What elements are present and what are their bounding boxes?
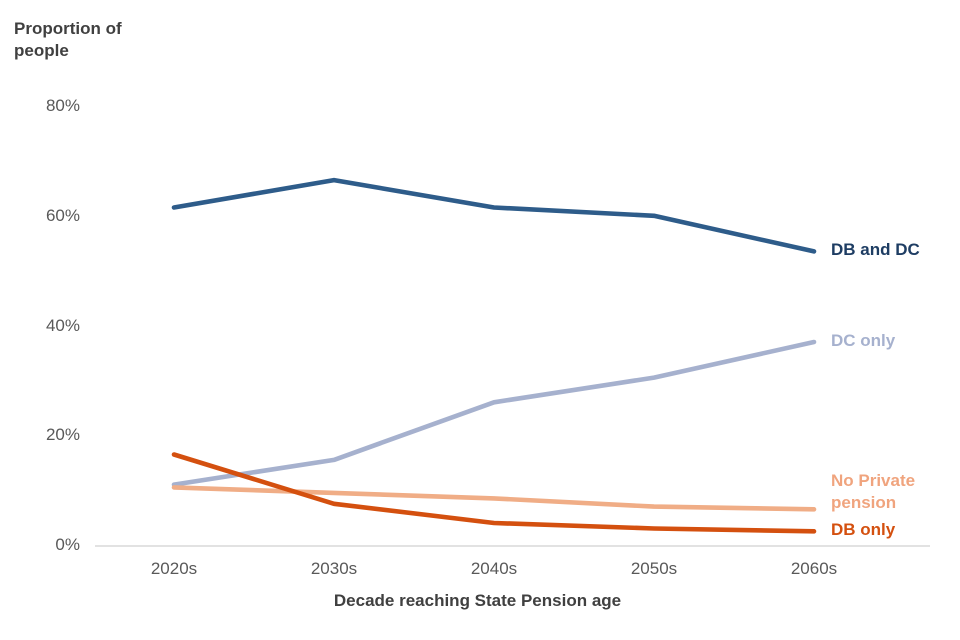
y-tick-20: 20% xyxy=(45,425,80,445)
series-line-no-private-pension xyxy=(171,485,817,512)
x-tick-2040s: 2040s xyxy=(470,559,518,578)
x-tick-2050s: 2050s xyxy=(630,559,678,578)
x-tick-2060s: 2060s xyxy=(790,559,838,578)
y-tick-40: 40% xyxy=(45,315,80,335)
x-tick-2030s: 2030s xyxy=(310,559,358,578)
y-tick-60: 60% xyxy=(45,205,80,225)
y-tick-80: 80% xyxy=(45,96,80,115)
y-tick-0: 0% xyxy=(55,535,80,554)
series-line-db-only xyxy=(171,452,817,534)
series-label-no-private-pension: No Private pension xyxy=(831,471,916,513)
series-line-dc-only xyxy=(171,339,817,487)
series-line-db-and-dc xyxy=(171,177,817,254)
series-label-db-and-dc: DB and DC xyxy=(831,240,920,260)
x-tick-2020s: 2020s xyxy=(150,559,198,578)
series-label-db-only: DB only xyxy=(831,520,896,540)
x-axis-title: Decade reaching State Pension age xyxy=(333,591,622,610)
chart-title: Proportion of people xyxy=(14,19,122,61)
series-label-dc-only: DC only xyxy=(831,330,896,350)
